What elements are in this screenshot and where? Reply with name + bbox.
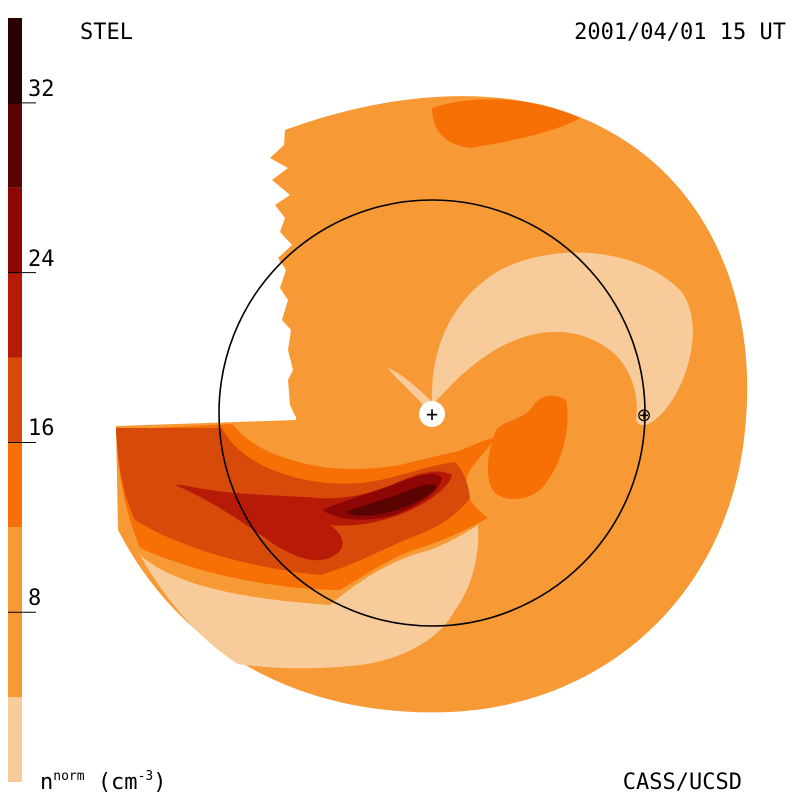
density-dark-red-core <box>322 473 442 520</box>
unit-close: ) <box>153 770 167 795</box>
unit-superscript: norm <box>53 769 85 784</box>
density-light-arm-upper <box>431 252 693 426</box>
unit-text: (cm <box>97 770 138 795</box>
earth-orbit-circle <box>218 199 646 627</box>
colorbar-tick-label-0: 8 <box>28 586 42 612</box>
colorbar-level-4 <box>8 272 22 358</box>
colorbar <box>8 18 36 782</box>
colorbar-level-5 <box>8 187 22 273</box>
density-orange-blob-right <box>487 395 568 500</box>
colorbar-tick-label-2: 24 <box>28 246 55 272</box>
sun-plus-icon: + <box>426 402 438 426</box>
density-light-band-lower <box>140 525 479 669</box>
earth-icon: ⊕ <box>636 405 651 426</box>
density-light-wedge <box>388 368 432 410</box>
colorbar-tick-label-3: 32 <box>28 76 55 102</box>
observatory-label: STEL <box>80 20 133 45</box>
unit-exponent: -3 <box>137 769 154 784</box>
colorbar-level-3 <box>8 357 22 443</box>
density-orange-cap <box>432 99 580 148</box>
data-gap-slit <box>116 416 296 426</box>
datetime-label: 2001/04/01 15 UT <box>574 20 786 45</box>
sun-marker: + <box>419 401 445 427</box>
colorbar-unit-label: nnorm (cm-3) <box>40 769 167 795</box>
credit-label: CASS/UCSD <box>622 770 742 795</box>
colorbar-level-6 <box>8 102 22 188</box>
colorbar-tick-label-1: 16 <box>28 416 55 442</box>
colorbar-level-2 <box>8 442 22 528</box>
colorbar-level-0 <box>8 697 22 782</box>
density-darkest-core <box>345 484 436 516</box>
colorbar-level-7 <box>8 18 22 103</box>
unit-symbol: n <box>40 770 54 795</box>
